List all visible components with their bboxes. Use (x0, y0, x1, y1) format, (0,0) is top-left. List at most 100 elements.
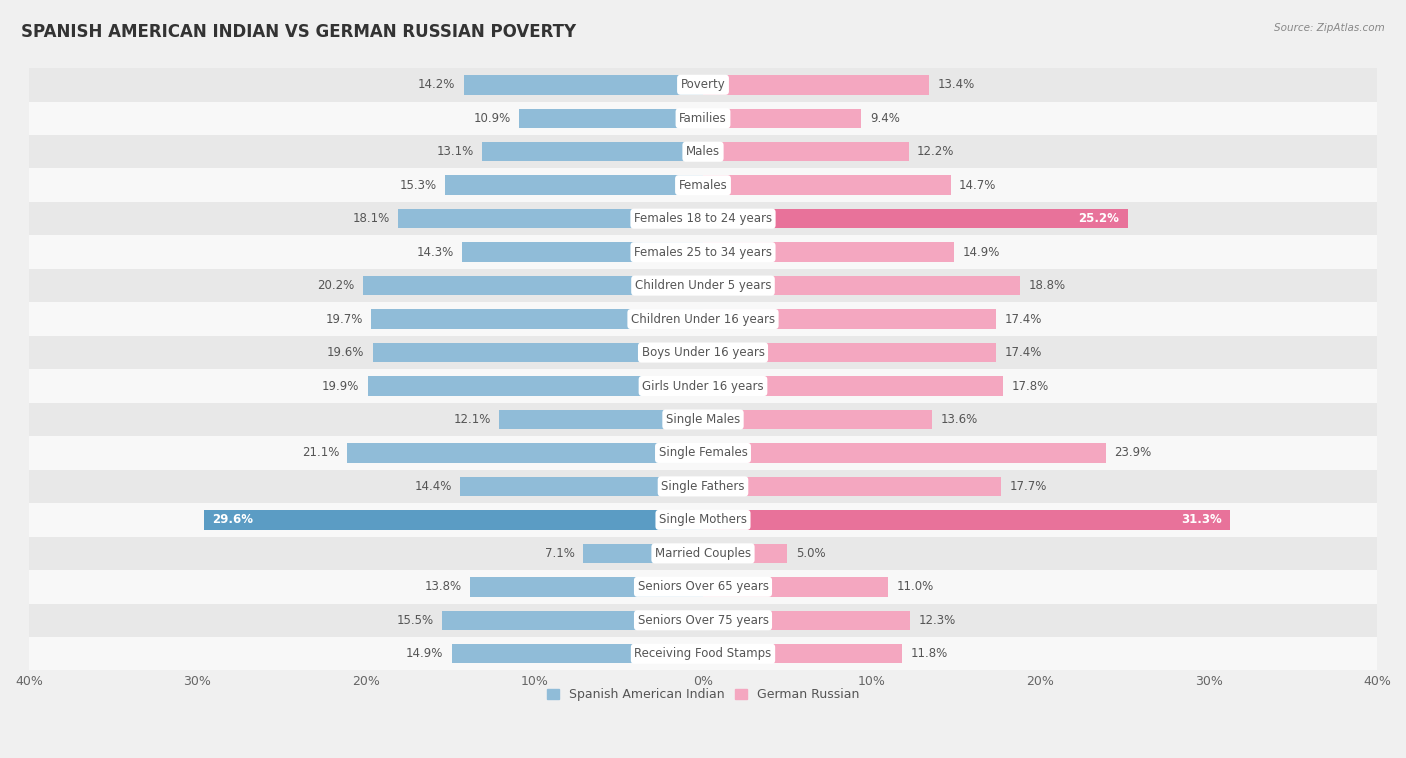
Text: Single Fathers: Single Fathers (661, 480, 745, 493)
Bar (703, 276, 1019, 296)
Bar (499, 410, 703, 429)
Bar (30, 436, 1376, 470)
Text: 29.6%: 29.6% (212, 513, 253, 526)
Bar (703, 543, 787, 563)
Text: 12.2%: 12.2% (917, 146, 955, 158)
Text: 14.2%: 14.2% (418, 78, 456, 91)
Bar (367, 376, 703, 396)
Bar (30, 570, 1376, 603)
Text: Children Under 16 years: Children Under 16 years (631, 312, 775, 326)
Text: 18.8%: 18.8% (1028, 279, 1066, 292)
Text: 17.8%: 17.8% (1011, 380, 1049, 393)
Bar (519, 108, 703, 128)
Bar (30, 637, 1376, 671)
Bar (30, 503, 1376, 537)
Bar (703, 75, 929, 95)
Text: Females 25 to 34 years: Females 25 to 34 years (634, 246, 772, 258)
Text: 13.1%: 13.1% (437, 146, 474, 158)
Text: 17.4%: 17.4% (1005, 312, 1042, 326)
Text: Families: Families (679, 111, 727, 125)
Bar (703, 176, 950, 195)
Text: 12.3%: 12.3% (918, 614, 956, 627)
Text: 7.1%: 7.1% (546, 547, 575, 560)
Text: Single Females: Single Females (658, 446, 748, 459)
Bar (371, 309, 703, 329)
Bar (30, 603, 1376, 637)
Text: 15.5%: 15.5% (396, 614, 433, 627)
Text: Children Under 5 years: Children Under 5 years (634, 279, 772, 292)
Bar (347, 443, 703, 462)
Text: 12.1%: 12.1% (453, 413, 491, 426)
Text: Married Couples: Married Couples (655, 547, 751, 560)
Text: 11.0%: 11.0% (897, 581, 934, 594)
Text: 10.9%: 10.9% (474, 111, 510, 125)
Text: Seniors Over 65 years: Seniors Over 65 years (637, 581, 769, 594)
Bar (703, 510, 1230, 530)
Bar (30, 537, 1376, 570)
Legend: Spanish American Indian, German Russian: Spanish American Indian, German Russian (541, 684, 865, 706)
Text: Females 18 to 24 years: Females 18 to 24 years (634, 212, 772, 225)
Text: 15.3%: 15.3% (399, 179, 437, 192)
Text: 25.2%: 25.2% (1078, 212, 1119, 225)
Bar (703, 611, 910, 630)
Bar (30, 168, 1376, 202)
Bar (30, 68, 1376, 102)
Bar (583, 543, 703, 563)
Bar (471, 577, 703, 597)
Text: 18.1%: 18.1% (353, 212, 389, 225)
Text: 13.4%: 13.4% (938, 78, 974, 91)
Bar (204, 510, 703, 530)
Text: Males: Males (686, 146, 720, 158)
Text: 21.1%: 21.1% (302, 446, 339, 459)
Text: SPANISH AMERICAN INDIAN VS GERMAN RUSSIAN POVERTY: SPANISH AMERICAN INDIAN VS GERMAN RUSSIA… (21, 23, 576, 41)
Bar (703, 443, 1105, 462)
Text: 14.9%: 14.9% (406, 647, 443, 660)
Text: 14.3%: 14.3% (416, 246, 454, 258)
Text: 13.6%: 13.6% (941, 413, 977, 426)
Text: 19.6%: 19.6% (328, 346, 364, 359)
Bar (464, 75, 703, 95)
Bar (703, 209, 1128, 228)
Bar (30, 302, 1376, 336)
Bar (703, 577, 889, 597)
Text: 14.7%: 14.7% (959, 179, 997, 192)
Bar (30, 269, 1376, 302)
Text: 17.7%: 17.7% (1010, 480, 1047, 493)
Text: Single Males: Single Males (666, 413, 740, 426)
Text: 23.9%: 23.9% (1114, 446, 1152, 459)
Text: 14.9%: 14.9% (963, 246, 1000, 258)
Bar (30, 202, 1376, 236)
Bar (460, 477, 703, 496)
Text: Boys Under 16 years: Boys Under 16 years (641, 346, 765, 359)
Text: Females: Females (679, 179, 727, 192)
Text: Receiving Food Stamps: Receiving Food Stamps (634, 647, 772, 660)
Bar (703, 142, 908, 161)
Bar (30, 236, 1376, 269)
Text: 9.4%: 9.4% (870, 111, 900, 125)
Bar (30, 336, 1376, 369)
Bar (30, 470, 1376, 503)
Bar (463, 243, 703, 262)
Text: Source: ZipAtlas.com: Source: ZipAtlas.com (1274, 23, 1385, 33)
Bar (703, 410, 932, 429)
Bar (30, 135, 1376, 168)
Bar (703, 343, 997, 362)
Bar (703, 644, 901, 663)
Text: 11.8%: 11.8% (910, 647, 948, 660)
Text: 13.8%: 13.8% (425, 581, 463, 594)
Bar (703, 477, 1001, 496)
Text: 5.0%: 5.0% (796, 547, 825, 560)
Bar (30, 102, 1376, 135)
Text: 19.9%: 19.9% (322, 380, 359, 393)
Text: Seniors Over 75 years: Seniors Over 75 years (637, 614, 769, 627)
Bar (482, 142, 703, 161)
Bar (30, 369, 1376, 402)
Text: 14.4%: 14.4% (415, 480, 451, 493)
Bar (446, 176, 703, 195)
Bar (703, 108, 862, 128)
Bar (451, 644, 703, 663)
Text: Single Mothers: Single Mothers (659, 513, 747, 526)
Bar (703, 309, 997, 329)
Bar (30, 402, 1376, 436)
Bar (398, 209, 703, 228)
